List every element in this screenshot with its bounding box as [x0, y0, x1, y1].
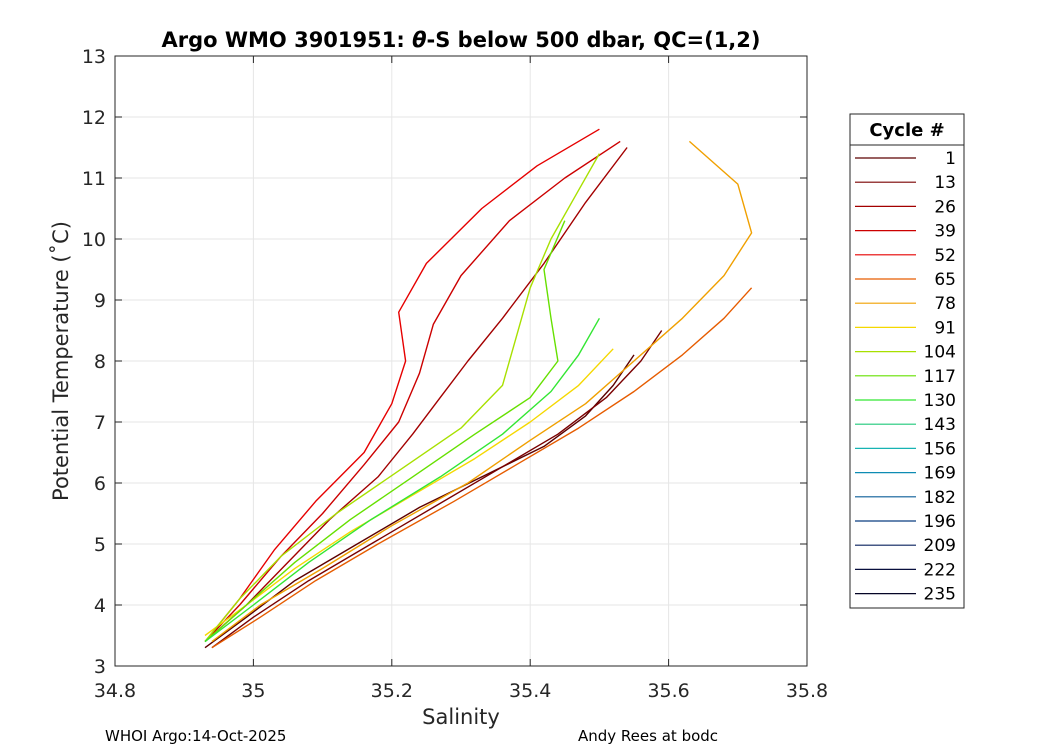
legend-label-cycle-130: 130 — [924, 391, 956, 411]
legend-label-cycle-91: 91 — [934, 318, 956, 338]
y-tick-label: 6 — [94, 473, 106, 495]
legend-label-cycle-39: 39 — [934, 222, 956, 242]
legend-label-cycle-235: 235 — [924, 585, 956, 605]
y-tick-label: 7 — [94, 412, 106, 434]
y-axis: 3 4 5 6 7 8 9 10 11 12 13 — [82, 46, 807, 678]
y-tick-label: 3 — [94, 656, 106, 678]
y-tick-label: 4 — [94, 595, 106, 617]
y-tick-label: 13 — [82, 46, 106, 68]
x-tick-label: 35.2 — [371, 680, 413, 702]
legend-label-cycle-156: 156 — [924, 439, 956, 459]
y-tick-label: 8 — [94, 351, 106, 373]
legend-label-cycle-143: 143 — [924, 415, 956, 435]
legend-title: Cycle # — [869, 120, 944, 141]
y-tick-label: 12 — [82, 107, 106, 129]
series-line-cycle-117 — [204, 220, 566, 643]
legend-label-cycle-117: 117 — [924, 367, 956, 387]
legend-label-cycle-169: 169 — [924, 464, 956, 484]
grid — [114, 55, 808, 667]
y-tick-label: 11 — [82, 168, 106, 190]
x-tick-label: 35.6 — [647, 680, 689, 702]
x-tick-label: 35 — [241, 680, 265, 702]
legend-label-cycle-78: 78 — [934, 294, 956, 314]
series-group — [204, 128, 753, 649]
series-line-cycle-52 — [204, 128, 600, 643]
legend-label-cycle-1: 1 — [945, 149, 956, 169]
series-line-cycle-130 — [204, 317, 601, 643]
legend-label-cycle-222: 222 — [924, 560, 956, 580]
series-line-cycle-39 — [204, 140, 621, 643]
series-line-cycle-13 — [211, 330, 663, 649]
legend-label-cycle-65: 65 — [934, 270, 956, 290]
x-tick-label: 35.4 — [509, 680, 551, 702]
x-tick-label: 34.8 — [94, 680, 136, 702]
legend: Cycle # 1 13 26 39 52 65 78 91 104 117 130 143 156 16… — [849, 113, 965, 609]
y-tick-label: 10 — [82, 229, 106, 251]
x-tick-label: 35.8 — [786, 680, 828, 702]
y-axis-label: Potential Temperature (˚C) — [49, 221, 73, 501]
legend-label-cycle-209: 209 — [924, 536, 956, 556]
x-axis-label: Salinity — [422, 705, 500, 729]
x-axis: 34.8 35 35.2 35.4 35.6 35.8 — [94, 56, 828, 702]
legend-box — [849, 113, 965, 609]
series-line-cycle-78 — [211, 140, 753, 643]
series-line-cycle-104 — [204, 153, 601, 643]
legend-items: 1 13 26 39 52 65 78 91 104 117 130 143 156 169 182 196 2… — [855, 149, 956, 605]
footer-right: Andy Rees at bodc — [578, 727, 718, 745]
series-line-cycle-91 — [204, 348, 614, 637]
legend-label-cycle-26: 26 — [934, 197, 956, 217]
legend-label-cycle-104: 104 — [924, 343, 956, 363]
y-tick-label: 5 — [94, 534, 106, 556]
legend-label-cycle-182: 182 — [924, 488, 956, 508]
y-tick-label: 9 — [94, 290, 106, 312]
legend-label-cycle-13: 13 — [934, 173, 956, 193]
series-line-cycle-65 — [211, 287, 753, 649]
footer-left: WHOI Argo:14-Oct-2025 — [105, 727, 286, 745]
legend-label-cycle-196: 196 — [924, 512, 956, 532]
chart-title: Argo WMO 3901951: θ-S below 500 dbar, QC… — [161, 28, 760, 52]
legend-label-cycle-52: 52 — [934, 246, 956, 266]
